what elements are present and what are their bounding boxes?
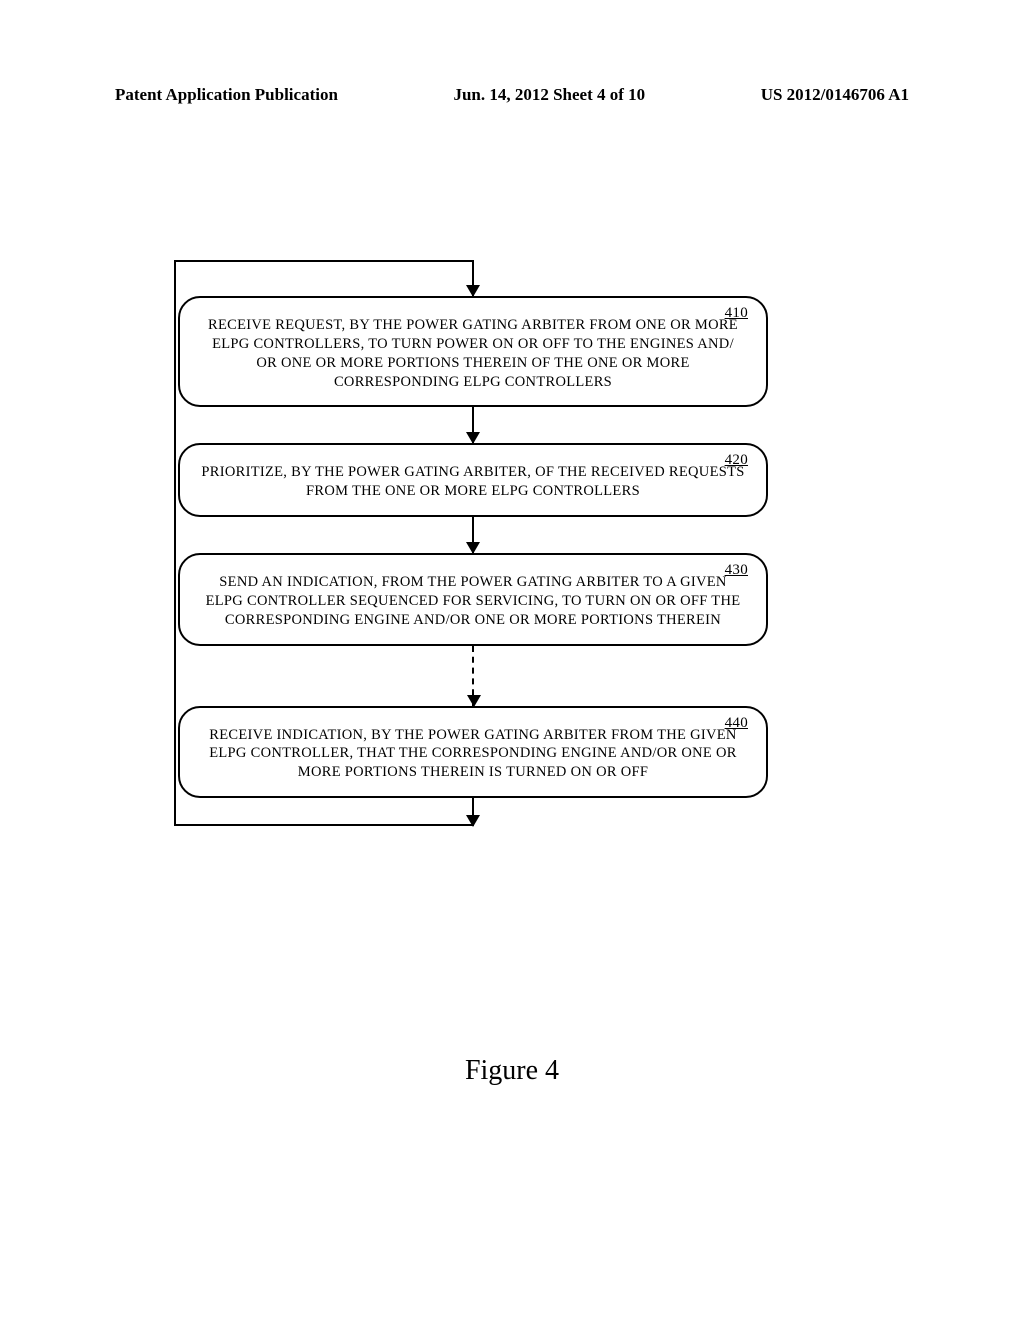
step-text-410: RECEIVE REQUEST, BY THE POWER GATING ARB… — [200, 310, 746, 391]
header-left: Patent Application Publication — [115, 85, 338, 105]
step-ref-410: 410 — [725, 304, 748, 324]
step-text-440: RECEIVE INDICATION, BY THE POWER GATING … — [200, 720, 746, 783]
step-text-430: SEND AN INDICATION, FROM THE POWER GATIN… — [200, 567, 746, 630]
flow-step-440: 440RECEIVE INDICATION, BY THE POWER GATI… — [178, 706, 768, 799]
flowchart: 410RECEIVE REQUEST, BY THE POWER GATING … — [168, 260, 778, 826]
flow-step-410: 410RECEIVE REQUEST, BY THE POWER GATING … — [178, 296, 768, 407]
step-ref-420: 420 — [725, 451, 748, 471]
loop-bottom-line — [174, 824, 473, 826]
step-ref-430: 430 — [725, 561, 748, 581]
flow-step-420: 420PRIORITIZE, BY THE POWER GATING ARBIT… — [178, 443, 768, 517]
header-right: US 2012/0146706 A1 — [761, 85, 909, 105]
figure-label: Figure 4 — [0, 1055, 1024, 1087]
step-text-420: PRIORITIZE, BY THE POWER GATING ARBITER,… — [200, 457, 746, 501]
step-ref-440: 440 — [725, 714, 748, 734]
flow-step-430: 430SEND AN INDICATION, FROM THE POWER GA… — [178, 553, 768, 646]
header-center: Jun. 14, 2012 Sheet 4 of 10 — [453, 85, 645, 105]
loop-top-line — [174, 260, 473, 262]
page-header: Patent Application Publication Jun. 14, … — [0, 85, 1024, 105]
loop-left-line — [174, 260, 176, 826]
